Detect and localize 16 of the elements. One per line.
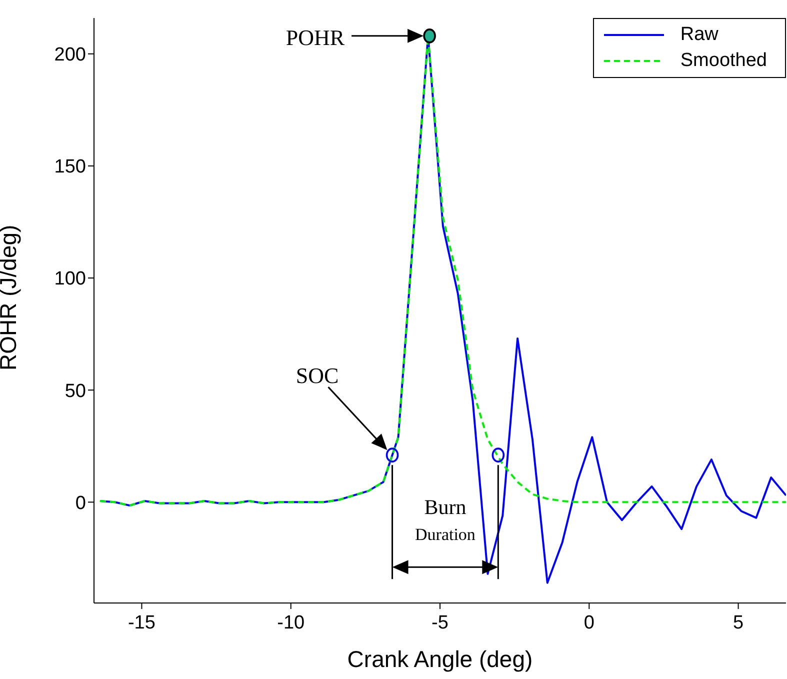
y-tick-label: 150 <box>54 156 86 178</box>
x-tick-label: -5 <box>432 612 448 634</box>
legend-label: Raw <box>680 24 718 46</box>
y-tick-label: 0 <box>75 492 86 514</box>
x-tick-label: 5 <box>732 612 744 634</box>
annotation: SOC <box>296 363 339 388</box>
annotation: Burn Duration <box>415 495 476 544</box>
x-tick-label: -15 <box>128 612 156 634</box>
y-tick-label: 200 <box>54 44 86 66</box>
annotation: POHR <box>286 24 345 50</box>
x-tick-label: -10 <box>277 612 305 634</box>
y-tick-label: 100 <box>54 268 86 290</box>
x-tick-label: 0 <box>584 612 594 634</box>
y-tick-label: 50 <box>64 380 86 402</box>
x-axis-title: Crank Angle (deg) <box>347 646 533 672</box>
legend-label: Smoothed <box>680 50 767 72</box>
